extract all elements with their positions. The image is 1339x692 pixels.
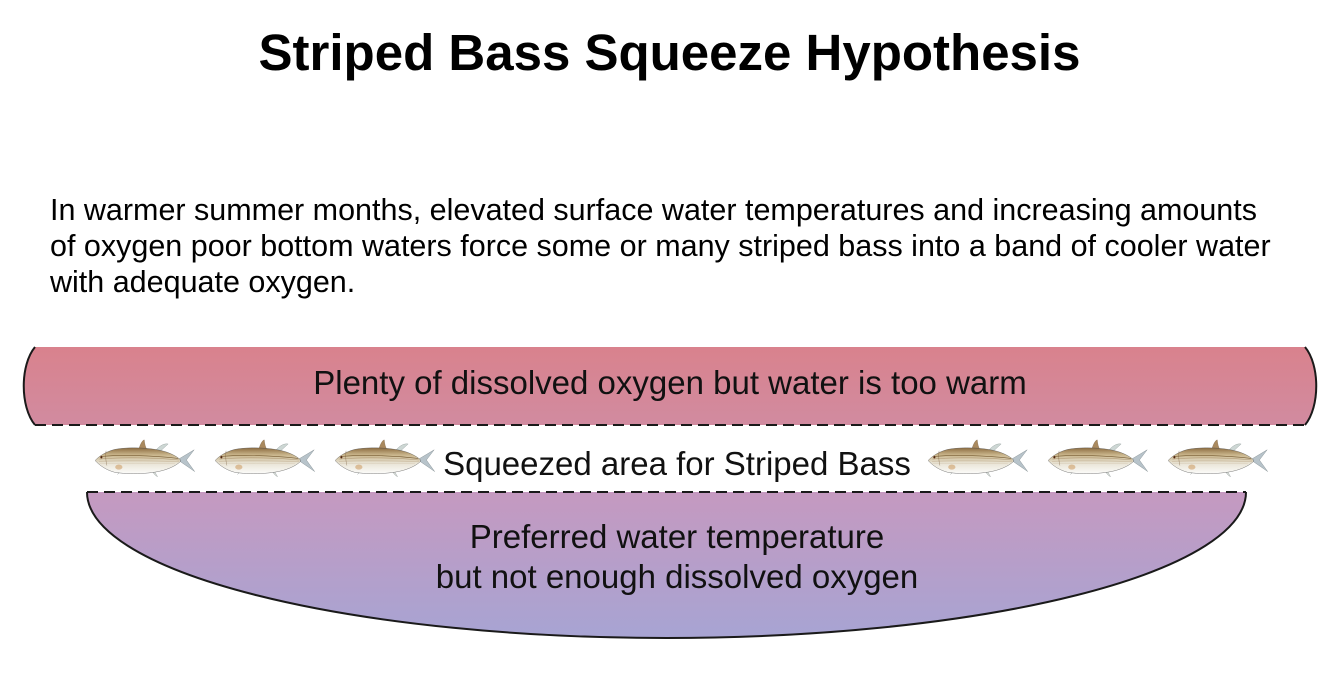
svg-text:but not enough dissolved oxyge: but not enough dissolved oxygen [436,558,919,595]
svg-text:Preferred water temperature: Preferred water temperature [470,518,885,555]
svg-text:Squeezed area for Striped Bass: Squeezed area for Striped Bass [443,445,911,482]
svg-text:Plenty of dissolved oxygen but: Plenty of dissolved oxygen but water is … [313,364,1027,401]
